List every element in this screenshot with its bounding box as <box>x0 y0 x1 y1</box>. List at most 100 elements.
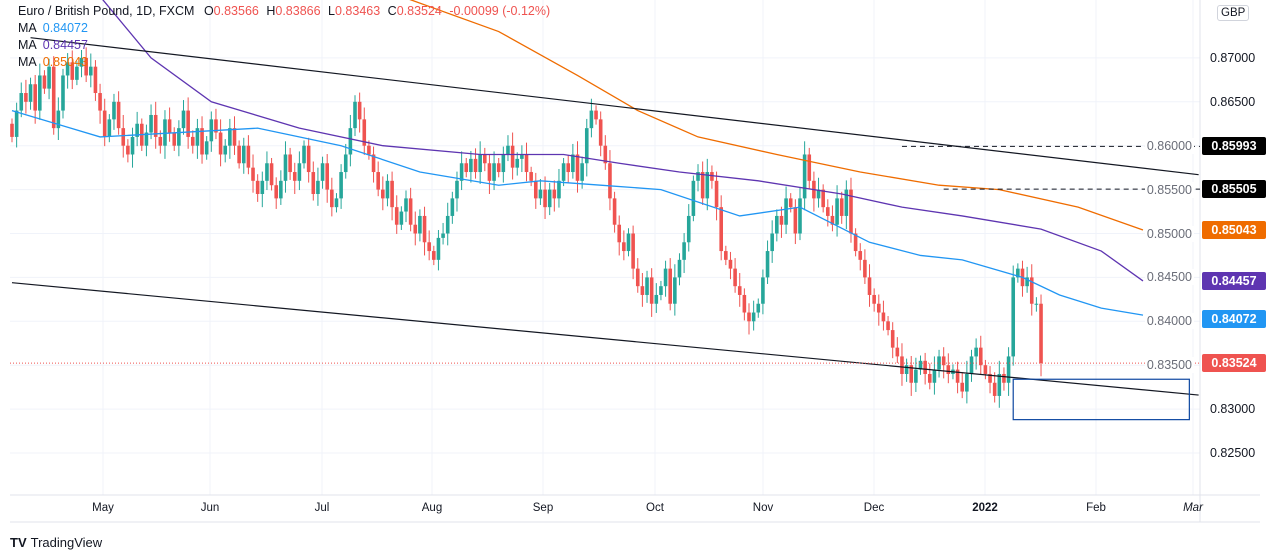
candle-body <box>38 75 42 111</box>
candle-body <box>673 277 677 304</box>
candle-body <box>302 145 306 164</box>
candle-body <box>515 158 520 168</box>
candle-body <box>186 110 190 137</box>
x-tick-label: Sep <box>532 502 554 514</box>
candle-body <box>353 101 357 129</box>
candle-body <box>311 172 316 194</box>
candle-body <box>320 163 325 181</box>
candle-body <box>784 198 788 225</box>
candle-body <box>478 154 482 173</box>
candle-body <box>218 132 223 155</box>
candle-body <box>214 119 218 133</box>
candle-body <box>487 163 492 181</box>
candle-body <box>84 57 88 76</box>
candle-body <box>61 75 65 111</box>
currency-button[interactable]: GBP <box>1217 5 1250 21</box>
y-tick-label: 0.82500 <box>1210 446 1256 460</box>
candle-body <box>362 119 367 146</box>
candle-body <box>900 356 904 374</box>
candle-body <box>408 198 413 225</box>
candle-body <box>872 294 876 304</box>
candle-body <box>1029 277 1034 304</box>
candle-body <box>682 242 686 260</box>
candle-body <box>404 198 408 212</box>
x-tick-label: Feb <box>1086 502 1106 514</box>
ma-label: MA <box>18 38 37 52</box>
candle-body <box>1006 356 1011 383</box>
candle-body <box>941 356 946 366</box>
price-label: 0.85993 <box>1202 137 1266 156</box>
y-tick-label: 0.84500 <box>1144 269 1194 286</box>
candle-body <box>696 172 700 181</box>
candle-body <box>543 189 547 208</box>
low-value: 0.83463 <box>335 4 381 18</box>
tradingview-logo[interactable]: TV TradingView <box>10 535 103 550</box>
candle-body <box>547 189 552 208</box>
candle-body <box>330 189 334 208</box>
legend-ma3[interactable]: MA 0.85043 <box>18 55 88 70</box>
y-tick-label: 0.83000 <box>1210 402 1256 417</box>
candle-body <box>1002 373 1006 383</box>
legend-ma2[interactable]: MA 0.84457 <box>18 38 88 53</box>
ma-line-3 <box>409 0 1144 231</box>
x-tick-label: Mar <box>1183 502 1203 514</box>
candle-body <box>241 145 246 164</box>
candle-body <box>334 198 339 208</box>
candle-body <box>283 154 288 181</box>
x-tick-label: Aug <box>421 502 443 514</box>
candle-body <box>325 163 329 190</box>
candle-body <box>413 224 418 234</box>
candle-body <box>714 180 719 208</box>
candle-body <box>418 215 422 234</box>
candle-body <box>802 154 807 199</box>
candle-body <box>937 356 941 370</box>
candle-body <box>33 84 37 111</box>
candle-body <box>603 145 608 164</box>
candle-body <box>399 211 404 225</box>
candle-body <box>506 145 510 155</box>
candle-body <box>190 136 195 146</box>
legend-ma1[interactable]: MA 0.84072 <box>18 21 88 36</box>
candle-body <box>482 154 487 164</box>
candle-body <box>237 145 241 164</box>
candle-body <box>200 128 204 155</box>
candle-body <box>1025 277 1029 287</box>
candle-body <box>533 180 538 199</box>
candle-body <box>914 369 918 383</box>
candle-body <box>158 136 163 146</box>
candle-body <box>557 180 561 199</box>
candle-body <box>983 365 988 374</box>
y-tick-label: 0.83500 <box>1144 357 1194 374</box>
candle-body <box>598 119 603 146</box>
candle-body <box>436 237 441 260</box>
candle-body <box>163 119 167 146</box>
candle-body <box>997 373 1002 396</box>
candle-body <box>116 101 121 129</box>
close-value: 0.83524 <box>396 4 442 18</box>
candle-body <box>1016 268 1020 278</box>
x-tick-label: Jul <box>314 502 330 514</box>
candle-body <box>51 66 56 129</box>
candle-body <box>343 154 348 173</box>
candle-body <box>742 294 747 313</box>
candle-body <box>571 154 575 173</box>
candle-body <box>232 128 237 146</box>
candle-body <box>853 233 858 252</box>
open-label: O <box>203 4 214 18</box>
x-tick-label: Oct <box>646 502 664 514</box>
candle-body <box>524 154 529 173</box>
candle-body <box>826 207 830 216</box>
candle-body <box>895 347 900 357</box>
candle-body <box>635 268 640 287</box>
highlight-box <box>1012 378 1190 421</box>
candle-body <box>654 294 659 304</box>
candle-body <box>75 66 79 80</box>
candle-body <box>445 215 450 234</box>
candle-body <box>589 110 594 129</box>
candle-body <box>455 180 459 199</box>
candle-body <box>279 180 283 199</box>
candle-body <box>422 215 427 243</box>
candle-body <box>14 110 19 137</box>
candle-body <box>260 180 265 194</box>
